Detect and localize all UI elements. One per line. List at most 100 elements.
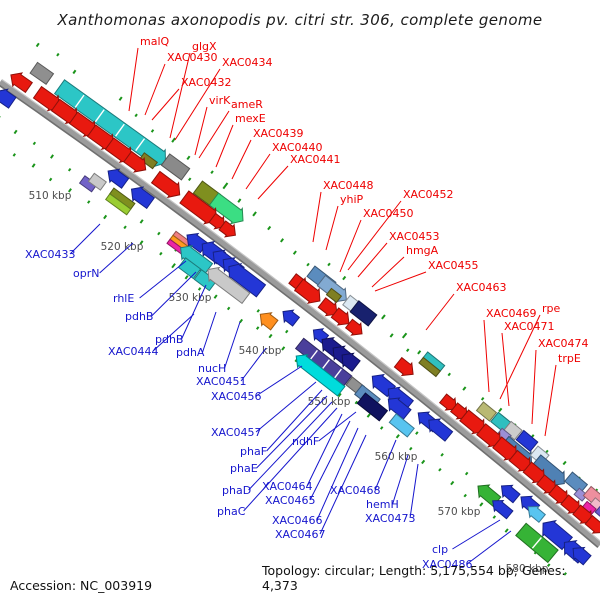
gene-arrow[interactable] <box>330 307 350 326</box>
gene-label[interactable]: rpe <box>542 302 561 315</box>
gene-arrow[interactable] <box>130 186 155 210</box>
gene-label[interactable]: malQ <box>140 35 170 48</box>
gene-label[interactable]: ndhF <box>292 435 319 448</box>
gene-arrow[interactable] <box>344 318 363 336</box>
gene-label[interactable]: XAC0469 <box>486 307 537 320</box>
gene-arrow[interactable] <box>349 300 378 327</box>
gene-arrow[interactable] <box>387 397 412 420</box>
gene-label-leader <box>544 364 557 437</box>
gene-arrow[interactable] <box>180 245 214 275</box>
gene-label[interactable]: XAC0432 <box>181 76 232 89</box>
gene-arrow[interactable] <box>123 150 147 173</box>
genome-feature-tick <box>562 460 567 466</box>
gene-label[interactable]: phaD <box>222 484 251 497</box>
genome-feature-tick <box>32 141 37 146</box>
gene-label[interactable]: XAC0450 <box>363 207 414 220</box>
gene-label[interactable]: XAC0453 <box>389 230 440 243</box>
gene-arrow[interactable] <box>295 353 346 397</box>
gene-label[interactable]: XAC0452 <box>403 188 454 201</box>
gene-arrow[interactable] <box>492 499 514 520</box>
gene-label[interactable]: phaE <box>230 462 258 475</box>
gene-arrow[interactable] <box>107 168 130 189</box>
gene-label[interactable]: trpE <box>558 352 581 365</box>
gene-arrow[interactable] <box>572 546 592 566</box>
gene-label[interactable]: yhiP <box>340 193 364 206</box>
gene-label[interactable]: XAC0471 <box>504 320 555 333</box>
genome-feature-tick <box>464 471 469 476</box>
gene-arrow[interactable] <box>10 72 33 94</box>
gene-arrow[interactable] <box>138 152 158 170</box>
gene-arrow[interactable] <box>0 88 17 109</box>
gene-arrow[interactable] <box>341 352 361 372</box>
gene-arrow[interactable] <box>325 287 343 304</box>
gene-label[interactable]: XAC0434 <box>222 56 273 69</box>
gene-label[interactable]: XAC0457 <box>211 426 262 439</box>
gene-arrow[interactable] <box>438 393 457 411</box>
gene-arrow[interactable] <box>527 505 547 524</box>
gene-label[interactable]: XAC0444 <box>108 345 159 358</box>
gene-label[interactable]: XAC0441 <box>290 153 341 166</box>
gene-label[interactable]: XAC0466 <box>272 514 323 527</box>
gene-label[interactable]: pdhA <box>176 346 205 359</box>
gene-arrow[interactable] <box>515 429 539 453</box>
gene-label[interactable]: mexE <box>235 112 266 125</box>
gene-arrow[interactable] <box>393 356 414 377</box>
gene-arrow[interactable] <box>563 471 589 495</box>
gene-label[interactable]: hmgA <box>406 244 439 257</box>
gene-arrow[interactable] <box>228 263 267 298</box>
genome-feature-tick <box>463 493 467 498</box>
gene-label[interactable]: rhlE <box>113 292 134 305</box>
gene-arrow[interactable] <box>208 192 244 225</box>
gene-label[interactable]: XAC0468 <box>330 484 381 497</box>
gene-label[interactable]: clp <box>432 543 448 556</box>
scale-label: 520 kbp <box>101 241 144 253</box>
gene-label[interactable]: pdhB <box>155 333 183 346</box>
gene-arrow[interactable] <box>160 153 191 181</box>
gene-label[interactable]: XAC0455 <box>428 259 479 272</box>
gene-arrow[interactable] <box>356 392 389 422</box>
genome-feature-tick <box>281 346 286 351</box>
gene-arrow[interactable] <box>294 278 321 304</box>
gene-label[interactable]: hemH <box>366 498 399 511</box>
gene-label[interactable]: XAC0451 <box>196 375 247 388</box>
gene-label[interactable]: oprN <box>73 267 99 280</box>
gene-arrow[interactable] <box>105 193 132 216</box>
gene-arrow[interactable] <box>87 172 107 191</box>
gene-label[interactable]: XAC0433 <box>25 248 76 261</box>
gene-label[interactable]: virK <box>209 94 231 107</box>
gene-arrow[interactable] <box>388 413 415 438</box>
genome-feature-tick <box>415 431 419 435</box>
gene-label[interactable]: phaC <box>217 505 246 518</box>
gene-label[interactable]: XAC0463 <box>456 281 507 294</box>
gene-label[interactable]: phaF <box>240 445 267 458</box>
gene-label[interactable]: XAC0464 <box>262 480 313 493</box>
gene-label[interactable]: XAC0448 <box>323 179 374 192</box>
gene-arrow[interactable] <box>428 418 454 442</box>
gene-label[interactable]: XAC0474 <box>538 337 589 350</box>
gene-label[interactable]: ameR <box>231 98 263 111</box>
gene-label[interactable]: glgX <box>192 40 217 53</box>
gene-arrow[interactable] <box>584 514 600 534</box>
gene-arrow[interactable] <box>150 170 181 199</box>
gene-label[interactable]: XAC0440 <box>272 141 323 154</box>
gene-arrow[interactable] <box>207 266 251 305</box>
gene-label[interactable]: nucH <box>198 362 226 375</box>
gene-arrow[interactable] <box>500 484 521 504</box>
gene-label[interactable]: XAC0439 <box>253 127 304 140</box>
gene-arrow[interactable] <box>218 220 236 238</box>
gene-arrow[interactable] <box>29 61 55 85</box>
gene-label[interactable]: XAC0465 <box>265 494 316 507</box>
gene-arrow[interactable] <box>317 297 338 317</box>
gene-label[interactable]: XAC0467 <box>275 528 326 541</box>
gene-label[interactable]: XAC0456 <box>211 390 262 403</box>
gene-label-leader <box>374 439 397 491</box>
gene-label[interactable]: XAC0486 <box>422 558 473 571</box>
gene-label[interactable]: XAC0430 <box>167 51 218 64</box>
gene-label[interactable]: pdhB <box>125 310 153 323</box>
gene-arrow[interactable] <box>475 401 498 422</box>
gene-arrow[interactable] <box>282 309 301 327</box>
gene-label[interactable]: XAC0473 <box>365 512 416 525</box>
gene-arrow[interactable] <box>418 356 442 378</box>
gene-arrow[interactable] <box>259 312 279 331</box>
gene-arrow[interactable] <box>208 212 225 230</box>
